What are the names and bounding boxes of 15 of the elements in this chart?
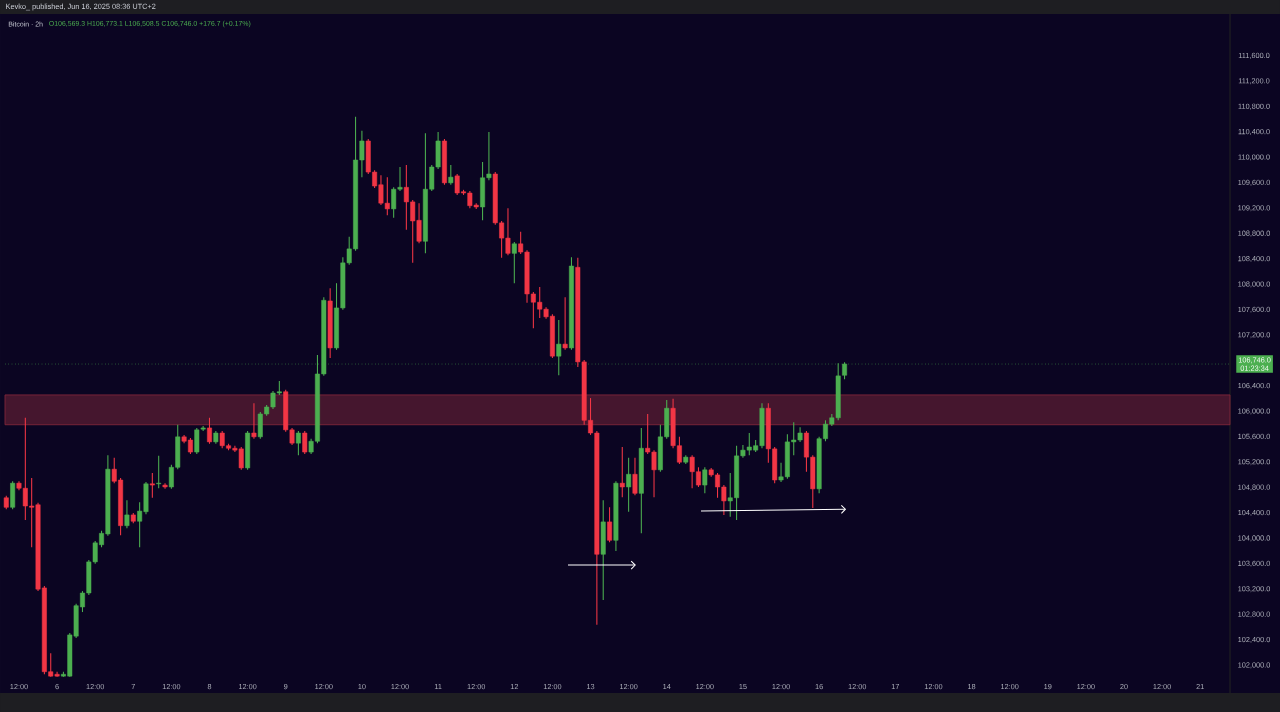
candlestick xyxy=(149,472,155,499)
candlestick xyxy=(207,417,212,445)
candlestick xyxy=(511,241,517,284)
candlestick xyxy=(562,296,568,351)
candlestick xyxy=(607,506,613,543)
candlestick xyxy=(626,457,632,513)
candlestick xyxy=(251,402,257,440)
candlestick xyxy=(302,430,308,455)
candlestick xyxy=(295,430,301,456)
candlestick xyxy=(156,455,162,489)
candlestick xyxy=(632,457,638,496)
candlestick xyxy=(619,446,625,498)
candlestick xyxy=(124,499,130,529)
candlestick xyxy=(448,164,454,186)
candlestick xyxy=(702,466,708,494)
